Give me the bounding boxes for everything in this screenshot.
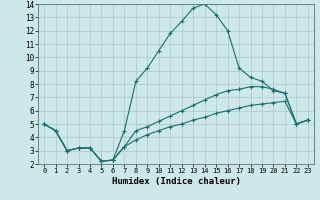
X-axis label: Humidex (Indice chaleur): Humidex (Indice chaleur) xyxy=(111,177,241,186)
